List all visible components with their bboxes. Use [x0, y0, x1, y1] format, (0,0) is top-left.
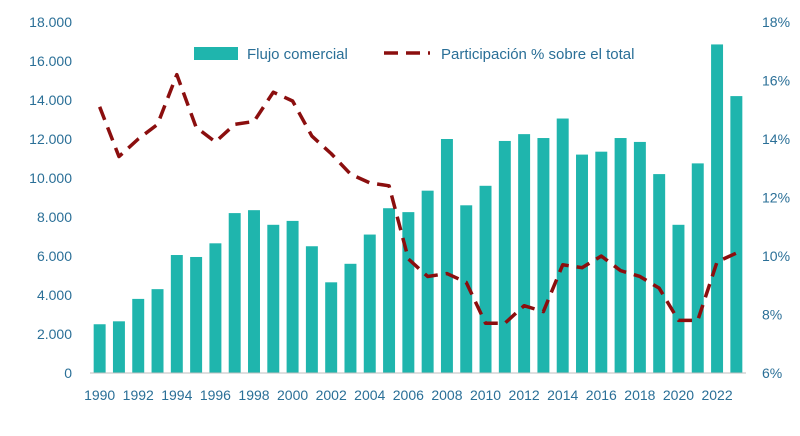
- legend-label-flujo: Flujo comercial: [247, 46, 348, 63]
- bar-1999: [267, 224, 280, 373]
- bar-2002: [325, 282, 338, 373]
- bar-2004: [363, 234, 376, 373]
- x-tick-label: 2016: [586, 387, 617, 403]
- x-tick-label: 2006: [393, 387, 424, 403]
- bar-2014: [556, 118, 569, 373]
- bar-1998: [248, 210, 260, 373]
- y2-tick-label: 12%: [762, 190, 790, 206]
- bar-2011: [498, 140, 511, 373]
- bar-1993: [151, 289, 164, 373]
- y-tick-label: 18.000: [29, 14, 72, 30]
- x-tick-label: 2020: [663, 387, 694, 403]
- bar-2016: [595, 151, 608, 373]
- bar-1992: [132, 298, 145, 373]
- bar-2008: [440, 139, 453, 373]
- bar-1996: [209, 243, 222, 373]
- bar-2009: [460, 205, 473, 373]
- x-tick-label: 1998: [238, 387, 269, 403]
- bar-2003: [344, 263, 357, 373]
- bar-2010: [479, 185, 492, 373]
- bar-2019: [653, 174, 666, 373]
- bar-2013: [537, 138, 550, 373]
- y2-tick-label: 8%: [762, 307, 782, 323]
- y-tick-label: 10.000: [29, 170, 72, 186]
- bar-2005: [383, 208, 396, 373]
- bar-2007: [421, 190, 434, 373]
- x-tick-label: 1992: [123, 387, 154, 403]
- x-tick-label: 1996: [200, 387, 231, 403]
- y-tick-label: 0: [64, 365, 72, 381]
- x-tick-label: 2000: [277, 387, 308, 403]
- bar-2022: [711, 44, 724, 374]
- y-tick-label: 12.000: [29, 131, 72, 147]
- y2-tick-label: 10%: [762, 248, 790, 264]
- bar-2006: [402, 212, 415, 374]
- bar-2000: [286, 220, 299, 373]
- x-tick-label: 2008: [431, 387, 462, 403]
- x-tick-label: 2018: [624, 387, 655, 403]
- y2-tick-label: 16%: [762, 73, 790, 89]
- x-tick-label: 1990: [84, 387, 115, 403]
- y-tick-label: 14.000: [29, 92, 72, 108]
- bar-2001: [305, 246, 318, 373]
- x-tick-label: 2004: [354, 387, 385, 403]
- y-tick-label: 8.000: [37, 209, 72, 225]
- bar-1990: [93, 324, 106, 373]
- x-axis-ticks: 1990 1992 1994 1996 1998 2000 2002 2004 2006 2008…: [84, 387, 733, 403]
- x-tick-label: 2022: [701, 387, 732, 403]
- bar-1994: [170, 255, 183, 373]
- y2-tick-label: 18%: [762, 14, 790, 30]
- bar-2021: [691, 163, 704, 374]
- legend: Flujo comercial Participación % sobre el…: [194, 46, 634, 63]
- x-tick-label: 1994: [161, 387, 192, 403]
- x-tick-label: 2012: [509, 387, 540, 403]
- bar-1991: [112, 321, 125, 373]
- left-axis-ticks: 0 2.000 4.000 6.000 8.000 10.000 12.000 14.000 1…: [29, 14, 72, 381]
- bar-2018: [633, 141, 646, 373]
- y-tick-label: 6.000: [37, 248, 72, 264]
- x-tick-label: 2010: [470, 387, 501, 403]
- y2-tick-label: 6%: [762, 365, 782, 381]
- line-layer: [98, 72, 738, 326]
- x-tick-label: 2002: [316, 387, 347, 403]
- bar-2012: [518, 134, 531, 374]
- bar-2020: [672, 224, 685, 373]
- right-axis-ticks: 6% 8% 10% 12% 14% 16% 18%: [762, 14, 790, 381]
- y-tick-label: 16.000: [29, 53, 72, 69]
- bar-2015: [576, 154, 588, 373]
- participation-line: [98, 72, 738, 326]
- legend-bar-swatch: [194, 47, 238, 60]
- bar-2023: [730, 96, 743, 373]
- bar-2017: [614, 138, 627, 373]
- bar-1995: [190, 256, 203, 373]
- y2-tick-label: 14%: [762, 131, 790, 147]
- y-tick-label: 2.000: [37, 326, 72, 342]
- bars-layer: [93, 44, 743, 374]
- x-tick-label: 2014: [547, 387, 578, 403]
- bar-1997: [228, 213, 241, 373]
- legend-label-participacion: Participación % sobre el total: [441, 46, 634, 63]
- y-tick-label: 4.000: [37, 287, 72, 303]
